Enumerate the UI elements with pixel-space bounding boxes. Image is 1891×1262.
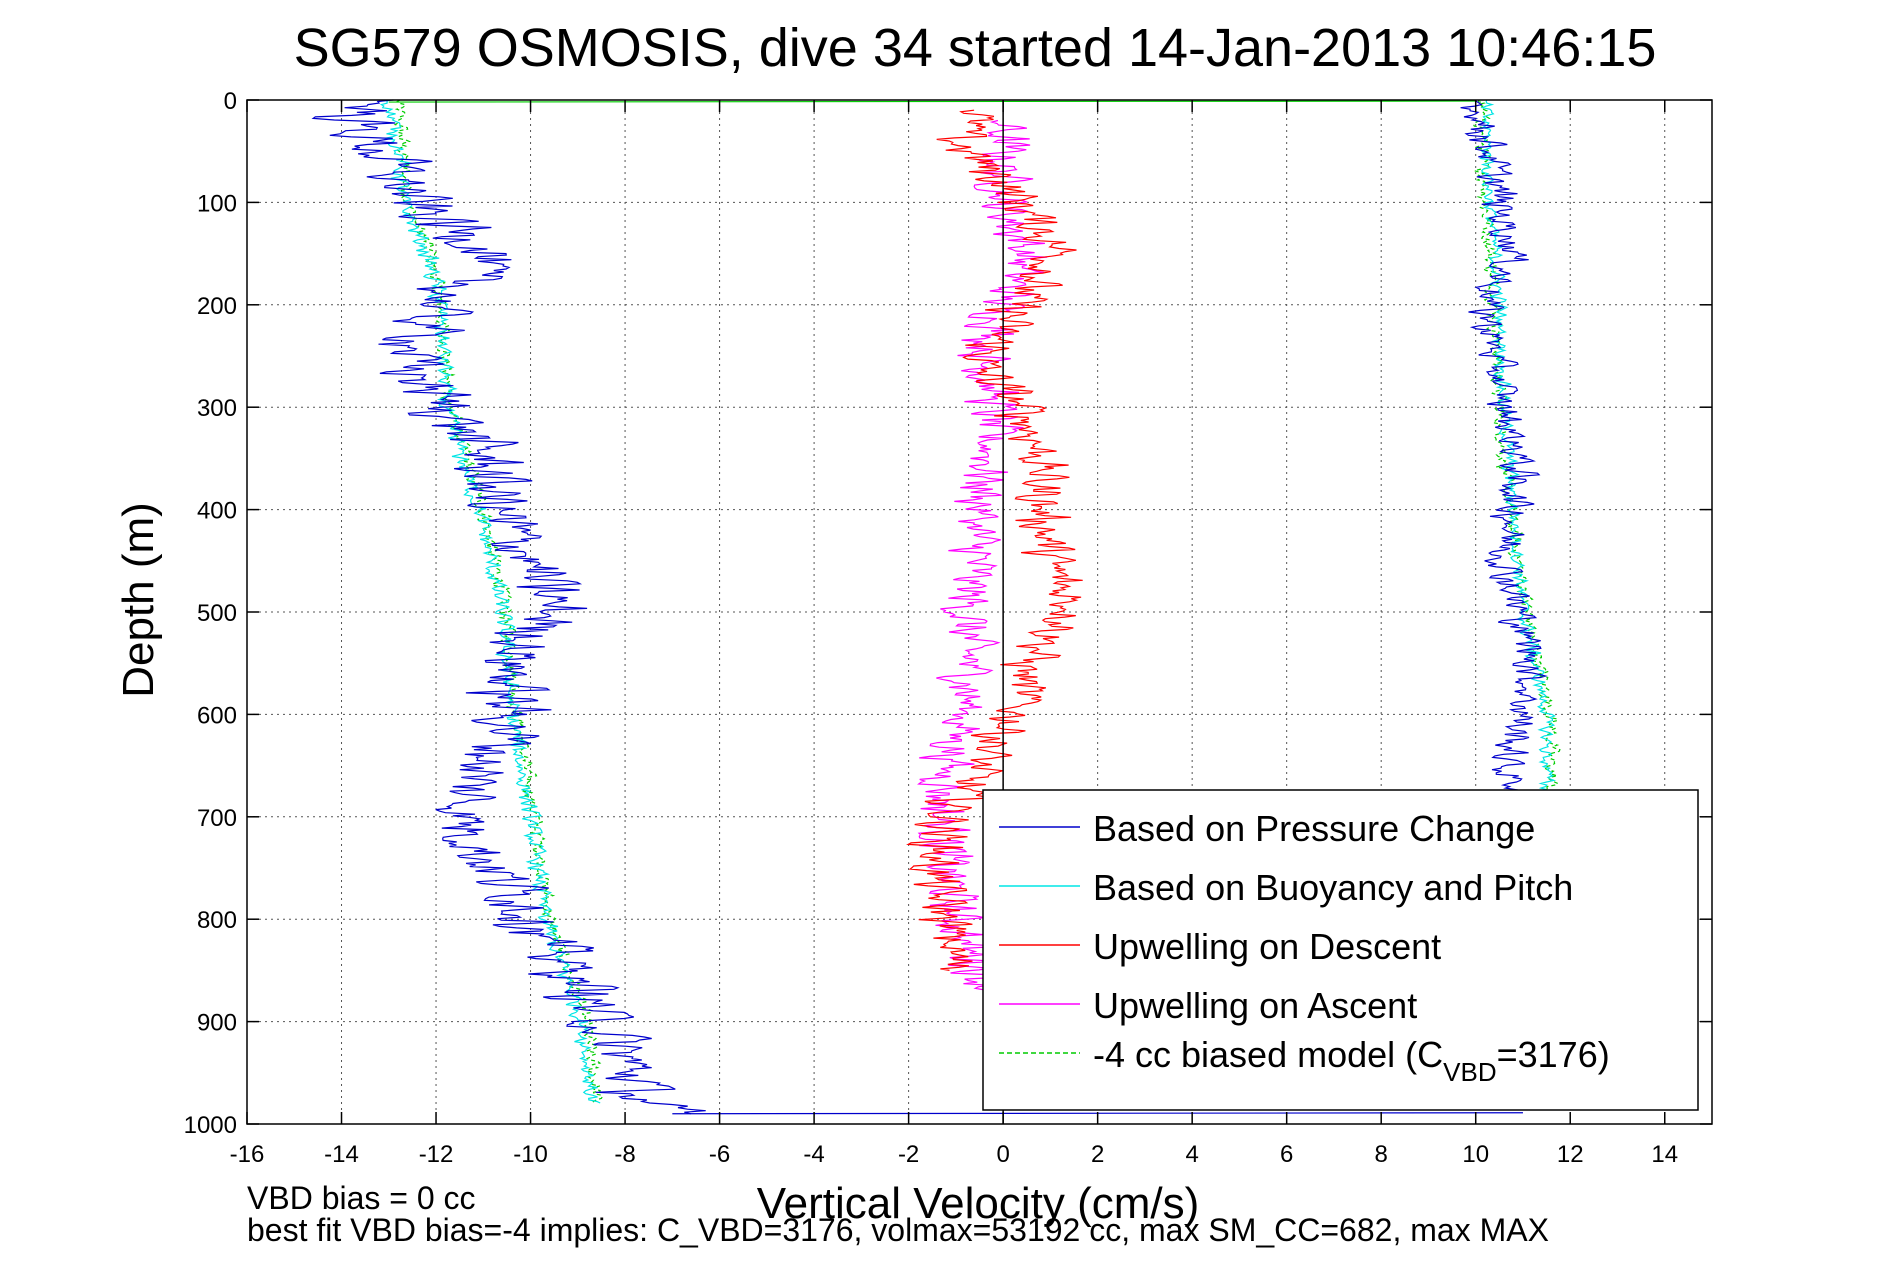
legend-label: Based on Buoyancy and Pitch — [1093, 867, 1573, 908]
legend: Based on Pressure Change Based on Buoyanc… — [982, 789, 1699, 1111]
x-tick-label: -6 — [709, 1141, 730, 1168]
x-tick-label: 14 — [1651, 1141, 1678, 1168]
legend-label: -4 cc biased model (CVBD=3176) — [1093, 1034, 1610, 1087]
axis-ticks — [246, 99, 1712, 1125]
x-tick-label: 0 — [996, 1141, 1009, 1168]
series-buoyancy_ascent — [1479, 99, 1557, 797]
y-tick-label: 400 — [197, 498, 237, 525]
y-tick-label: 300 — [197, 395, 237, 422]
x-tick-label: 4 — [1185, 1141, 1198, 1168]
x-tick-label: 2 — [1091, 1141, 1104, 1168]
vbd-bias-note: VBD bias = 0 cc — [247, 1180, 476, 1216]
x-tick-label: -12 — [419, 1141, 454, 1168]
y-tick-label: 200 — [197, 293, 237, 320]
series-upwelling_descent — [906, 109, 1083, 971]
y-tick-label: 800 — [197, 907, 237, 934]
legend-box — [982, 789, 1699, 1111]
x-tick-label: 6 — [1280, 1141, 1293, 1168]
legend-label: Based on Pressure Change — [1093, 808, 1535, 849]
series-model_descent — [393, 99, 603, 1104]
series-pressure_ascent — [1460, 99, 1548, 797]
x-tick-label: -16 — [230, 1141, 265, 1168]
y-tick-label: 1000 — [184, 1112, 237, 1139]
y-tick-label: 100 — [197, 190, 237, 217]
x-tick-labels: -16 -14 -12 -10 -8 -6 -4 -2 0 2 4 6 8 10 12 14 — [230, 1141, 1678, 1168]
x-tick-label: -2 — [898, 1141, 919, 1168]
y-tick-label: 900 — [197, 1010, 237, 1037]
series-buoyancy_descent — [379, 99, 601, 1104]
best-fit-note: best fit VBD bias=-4 implies: C_VBD=3176… — [247, 1212, 1549, 1248]
x-tick-label: -14 — [324, 1141, 359, 1168]
x-tick-label: 12 — [1557, 1141, 1584, 1168]
x-tick-label: -8 — [614, 1141, 635, 1168]
series-pressure_descent — [311, 99, 706, 1115]
legend-label: Upwelling on Descent — [1093, 926, 1441, 967]
x-tick-label: 10 — [1462, 1141, 1489, 1168]
y-tick-label: 0 — [224, 88, 237, 115]
y-tick-labels: 0 100 200 300 400 500 600 700 800 900 1000 — [184, 88, 237, 1139]
series-model_ascent — [1472, 99, 1561, 797]
legend-label: Upwelling on Ascent — [1093, 985, 1417, 1026]
chart-title: SG579 OSMOSIS, dive 34 started 14-Jan-20… — [294, 18, 1657, 78]
x-tick-label: 8 — [1375, 1141, 1388, 1168]
x-tick-label: -10 — [513, 1141, 548, 1168]
y-tick-label: 600 — [197, 702, 237, 729]
x-axis-label: Vertical Velocity (cm/s) — [757, 1179, 1200, 1228]
y-axis-label: Depth (m) — [114, 502, 163, 698]
y-tick-label: 700 — [197, 805, 237, 832]
y-tick-label: 500 — [197, 600, 237, 627]
x-tick-label: -4 — [803, 1141, 824, 1168]
surface-transition-line — [388, 100, 1476, 103]
